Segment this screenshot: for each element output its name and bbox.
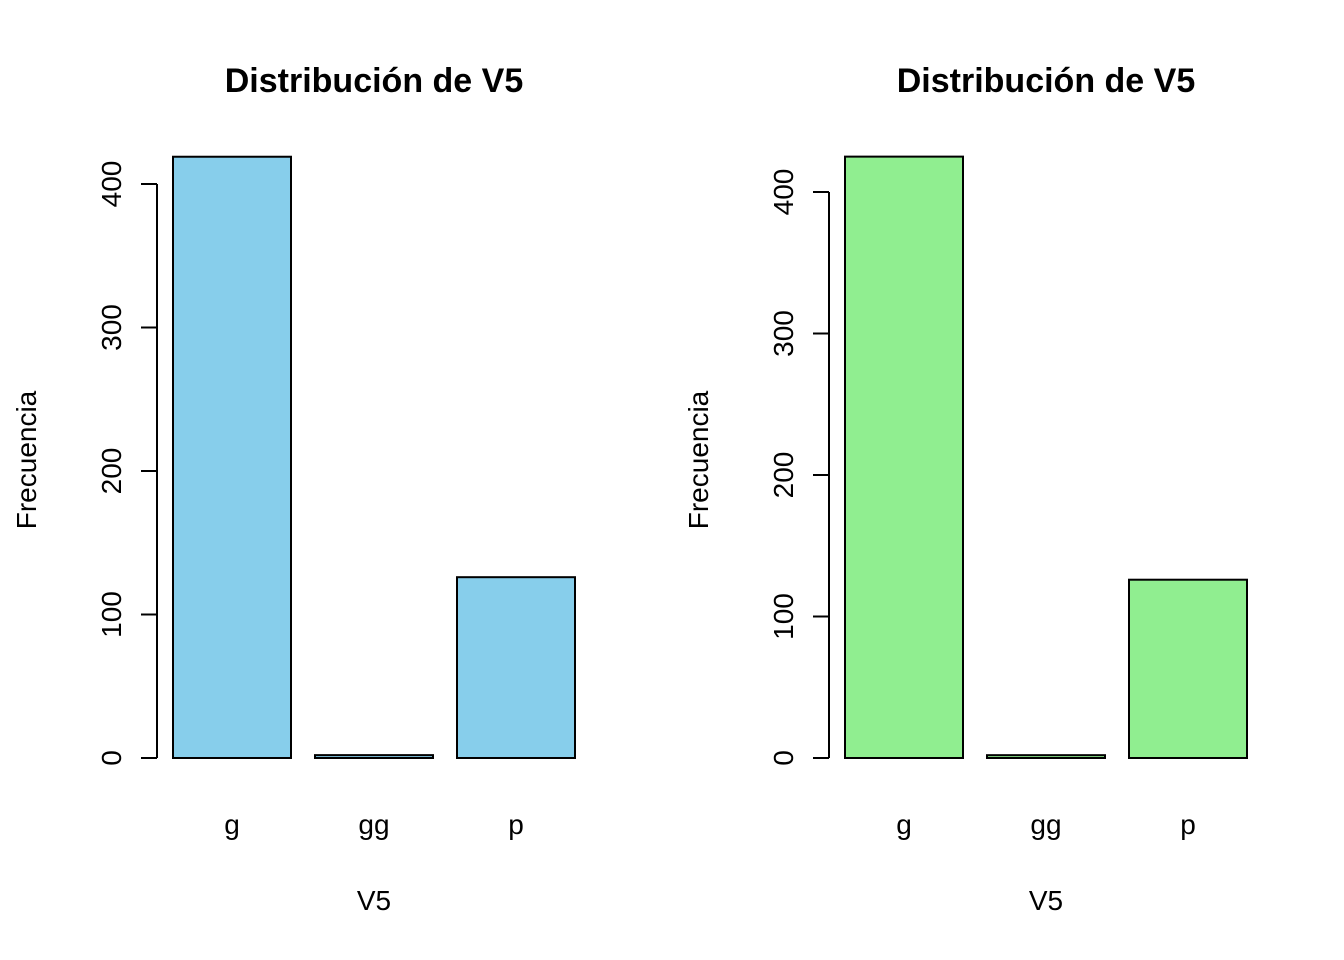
y-tick-label: 300 xyxy=(96,304,127,351)
x-tick-label: gg xyxy=(1030,809,1061,840)
y-tick-label: 300 xyxy=(768,310,799,357)
y-axis: 0 100 200 300 400 xyxy=(768,169,830,766)
y-tick-label: 200 xyxy=(768,452,799,499)
bars xyxy=(844,155,1248,760)
y-tick-label: 0 xyxy=(768,750,799,766)
bar-g xyxy=(172,155,292,760)
x-tick-label: g xyxy=(224,809,240,840)
x-tick-labels: g gg p xyxy=(896,809,1196,840)
bar-g xyxy=(844,155,964,759)
x-tick-label: p xyxy=(1180,809,1196,840)
x-axis-label: V5 xyxy=(357,885,391,916)
chart-title: Distribución de V5 xyxy=(225,62,524,100)
chart-panel-left: Distribución de V5 V5 Frecuencia 0 100 200… xyxy=(11,62,576,916)
x-tick-label: gg xyxy=(358,809,389,840)
y-tick-label: 100 xyxy=(96,591,127,638)
chart-panel-right: Distribución de V5 V5 Frecuencia 0 100 200… xyxy=(683,62,1248,916)
x-tick-label: g xyxy=(896,809,912,840)
y-tick-label: 400 xyxy=(768,169,799,216)
x-tick-label: p xyxy=(508,809,524,840)
y-tick-label: 0 xyxy=(96,750,127,766)
chart-title: Distribución de V5 xyxy=(897,62,1196,100)
y-tick-label: 100 xyxy=(768,593,799,640)
y-tick-label: 400 xyxy=(96,161,127,208)
bars xyxy=(172,155,576,760)
y-tick-label: 200 xyxy=(96,448,127,495)
y-axis-label: Frecuencia xyxy=(683,390,714,529)
y-axis-label: Frecuencia xyxy=(11,390,42,529)
bar-gg xyxy=(986,754,1106,759)
bar-p xyxy=(456,576,576,759)
x-tick-labels: g gg p xyxy=(224,809,524,840)
x-axis-label: V5 xyxy=(1029,885,1063,916)
bar-p xyxy=(1128,578,1248,760)
bar-gg xyxy=(314,754,434,760)
y-axis: 0 100 200 300 400 xyxy=(96,161,158,766)
